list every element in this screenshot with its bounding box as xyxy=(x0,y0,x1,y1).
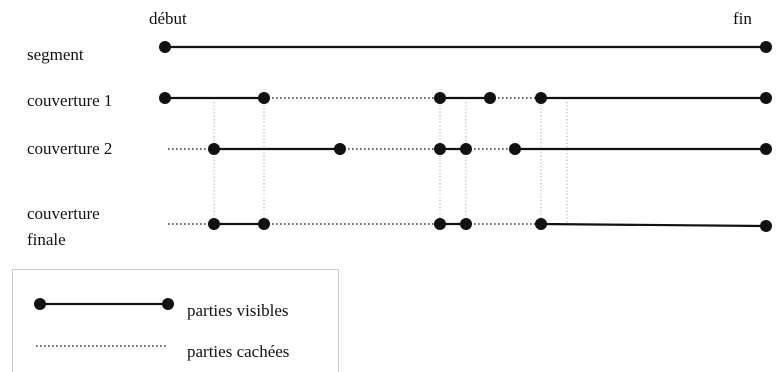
row-label-couverture-finale-line1: couverture xyxy=(27,204,100,223)
endpoint xyxy=(208,143,220,155)
endpoint xyxy=(760,41,772,53)
row-label-segment: segment xyxy=(27,45,84,64)
end-label: fin xyxy=(733,9,752,28)
row-label-couverture-2: couverture 2 xyxy=(27,139,112,158)
endpoint xyxy=(334,143,346,155)
visible-part xyxy=(540,222,767,228)
endpoint xyxy=(208,218,220,230)
legend-endpoint xyxy=(162,298,174,310)
endpoint xyxy=(434,92,446,104)
row-label-couverture-1: couverture 1 xyxy=(27,91,112,110)
endpoint xyxy=(760,92,772,104)
endpoint xyxy=(535,92,547,104)
endpoint xyxy=(460,218,472,230)
endpoint xyxy=(460,143,472,155)
legend-visible-label: parties visibles xyxy=(187,301,289,320)
couverture-finale-row xyxy=(168,218,772,232)
endpoint xyxy=(434,218,446,230)
endpoint xyxy=(159,92,171,104)
endpoint xyxy=(258,218,270,230)
endpoint xyxy=(258,92,270,104)
endpoint xyxy=(760,220,772,232)
endpoint xyxy=(535,218,547,230)
endpoint xyxy=(434,143,446,155)
legend-hidden-label: parties cachées xyxy=(187,342,289,361)
endpoint xyxy=(159,41,171,53)
projection-guides xyxy=(213,98,568,224)
endpoint xyxy=(509,143,521,155)
segment-row xyxy=(159,41,772,53)
legend: parties visibles parties cachées xyxy=(12,269,339,372)
legend-box xyxy=(12,269,339,372)
couverture-1-row xyxy=(159,92,772,104)
start-label: début xyxy=(149,9,187,28)
couverture-2-row xyxy=(168,143,772,155)
row-label-couverture-finale-line2: finale xyxy=(27,230,66,249)
legend-endpoint xyxy=(34,298,46,310)
endpoint xyxy=(760,143,772,155)
endpoint xyxy=(484,92,496,104)
